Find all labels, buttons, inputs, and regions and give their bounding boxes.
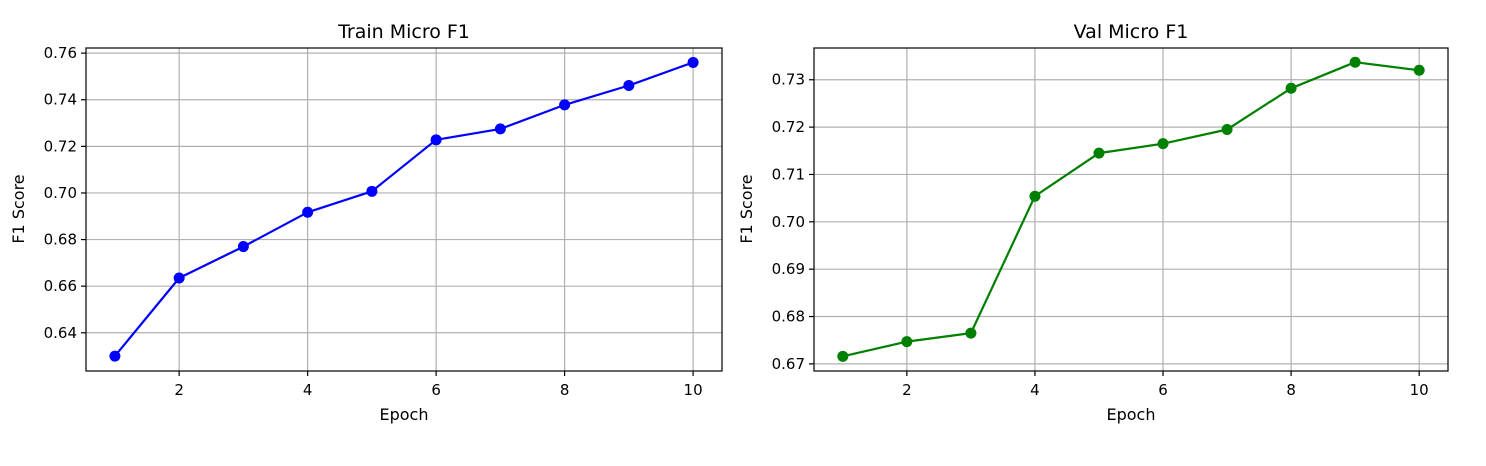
chart-title: Train Micro F1 — [337, 21, 470, 43]
y-tick-label: 0.69 — [772, 260, 805, 278]
chart-title: Val Micro F1 — [1074, 21, 1189, 43]
data-point — [430, 134, 442, 146]
x-tick-label: 8 — [560, 381, 570, 399]
y-tick-label: 0.74 — [44, 91, 77, 109]
data-point — [1093, 147, 1105, 159]
train-f1-chart: 2 4 6 8 10 0.64 0.66 0.68 0.70 0.72 0.74 0.76 Train… — [9, 21, 723, 424]
y-tick-label: 0.67 — [772, 355, 805, 373]
val-f1-chart: 2 4 6 8 10 0.67 0.68 0.69 0.70 0.71 0.72 0.73 Val M… — [737, 21, 1449, 424]
data-point — [1349, 56, 1361, 68]
y-tick-label: 0.72 — [772, 118, 805, 136]
data-point — [901, 336, 913, 348]
x-tick-label: 4 — [303, 381, 313, 399]
data-point — [1221, 123, 1233, 135]
data-point — [366, 185, 378, 197]
data-point — [1285, 82, 1297, 94]
x-tick-label: 6 — [431, 381, 441, 399]
data-point — [837, 350, 849, 362]
data-point — [1029, 190, 1041, 202]
x-tick-label: 2 — [902, 381, 912, 399]
y-tick-label: 0.73 — [772, 71, 805, 89]
data-point — [623, 80, 635, 92]
x-axis-label: Epoch — [380, 405, 429, 424]
y-tick-label: 0.68 — [44, 231, 77, 249]
data-point — [109, 350, 121, 362]
data-point — [173, 272, 185, 284]
plot-area-frame — [85, 47, 723, 372]
y-tick-label: 0.66 — [44, 277, 77, 295]
y-tick-label: 0.68 — [772, 308, 805, 326]
data-point — [965, 327, 977, 339]
x-tick-label: 2 — [174, 381, 184, 399]
data-point — [494, 123, 506, 135]
y-tick-label: 0.71 — [772, 165, 805, 183]
y-tick-label: 0.70 — [772, 213, 805, 231]
plot-area-frame — [813, 47, 1449, 372]
x-tick-label: 10 — [684, 381, 703, 399]
data-point — [302, 206, 314, 218]
x-tick-label: 10 — [1410, 381, 1429, 399]
y-axis-label: F1 Score — [737, 174, 756, 243]
x-axis-label: Epoch — [1107, 405, 1156, 424]
y-tick-label: 0.72 — [44, 137, 77, 155]
series-line — [842, 61, 1420, 358]
x-tick-label: 4 — [1030, 381, 1040, 399]
y-axis-label: F1 Score — [9, 174, 28, 243]
data-point — [559, 99, 571, 111]
data-point — [687, 56, 699, 68]
data-point — [237, 241, 249, 253]
data-point — [1157, 138, 1169, 150]
x-tick-label: 6 — [1158, 381, 1168, 399]
y-tick-label: 0.70 — [44, 184, 77, 202]
data-point — [1413, 64, 1425, 76]
series-line — [114, 61, 694, 357]
y-tick-label: 0.76 — [44, 44, 77, 62]
y-tick-label: 0.64 — [44, 324, 77, 342]
x-tick-label: 8 — [1286, 381, 1296, 399]
